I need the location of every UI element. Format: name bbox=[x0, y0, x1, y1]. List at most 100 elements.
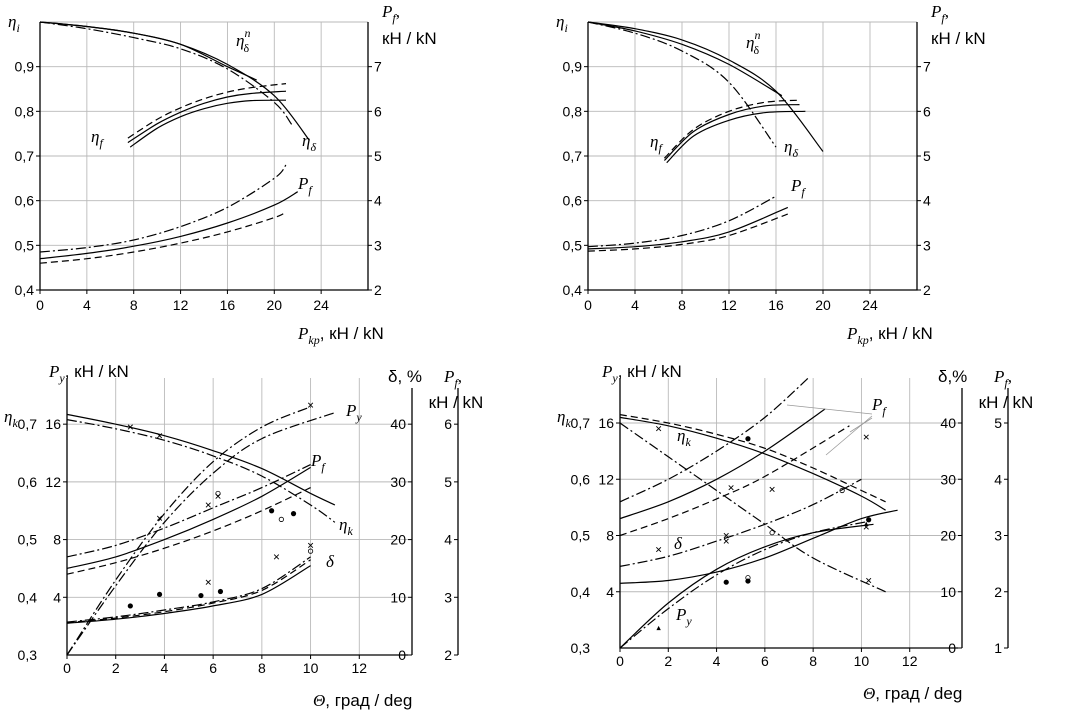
y-left-tick-label: 0,7 bbox=[15, 148, 35, 164]
data-marker-cross bbox=[156, 515, 163, 521]
eta-tick-label: 0,3 bbox=[571, 640, 591, 656]
gridlines bbox=[67, 378, 408, 655]
delta-tick-label: 20 bbox=[940, 528, 956, 544]
pf-tick-label: 5 bbox=[994, 415, 1002, 431]
series-annotation-1: ηδ bbox=[784, 137, 798, 160]
x-tick-label: 4 bbox=[713, 653, 721, 669]
data-marker-dot bbox=[156, 591, 163, 598]
pf-leader-lines bbox=[786, 404, 873, 456]
data-marker-cross bbox=[769, 486, 775, 492]
data-marker-cross bbox=[127, 424, 133, 430]
x-tick-label: 8 bbox=[678, 297, 686, 313]
delta-tick-label: 0 bbox=[948, 640, 956, 656]
eta-tick-label: 0,4 bbox=[571, 584, 591, 600]
data-marker-cross bbox=[205, 579, 211, 585]
x-tick-label: 10 bbox=[854, 653, 870, 669]
y-left-tick-label: 0,6 bbox=[15, 193, 35, 209]
x-axis-label: Pkp, кН / kN bbox=[297, 324, 384, 347]
series-line-4 bbox=[619, 425, 850, 537]
y-left-tick-label: 0,4 bbox=[563, 282, 583, 298]
delta-tick-label: 30 bbox=[940, 471, 956, 487]
series-annotation-1: ηk bbox=[677, 426, 691, 449]
series-line-1 bbox=[66, 419, 336, 523]
y-right-tick-label: 5 bbox=[923, 148, 931, 164]
py-tick-label: 8 bbox=[606, 528, 614, 544]
series-line-9 bbox=[619, 422, 886, 593]
delta-tick-label: 10 bbox=[390, 589, 406, 605]
y-right-label-unit: кН / kN bbox=[382, 29, 437, 48]
y-right-label-var: Pf, bbox=[930, 2, 949, 25]
series-line-4 bbox=[663, 104, 800, 161]
data-marker-triangle bbox=[656, 625, 661, 631]
eta-tick-label: 0,3 bbox=[18, 647, 38, 663]
series-annotation-1: Pf bbox=[310, 451, 326, 474]
data-marker-cross bbox=[656, 546, 662, 553]
data-marker-circle bbox=[745, 575, 751, 581]
data-marker-cross bbox=[656, 426, 662, 432]
x-axis-label: Θ, град / deg bbox=[313, 691, 412, 710]
eta-tick-label: 0,6 bbox=[571, 471, 591, 487]
data-marker-cross bbox=[307, 402, 314, 408]
y-left-tick-label: 0,8 bbox=[15, 103, 35, 119]
data-marker-dot bbox=[198, 592, 204, 599]
eta-tick-label: 0,7 bbox=[571, 415, 591, 431]
series-line-1 bbox=[39, 21, 293, 126]
data-marker-dot bbox=[290, 511, 297, 517]
data-marker-cross bbox=[728, 485, 734, 491]
series-annotation-0: ηn δ bbox=[236, 26, 250, 55]
eta-axis-label: ηk bbox=[557, 407, 571, 430]
pf-tick-label: 4 bbox=[444, 532, 452, 548]
py-tick-label: 4 bbox=[53, 589, 61, 605]
delta-tick-label: 0 bbox=[398, 647, 406, 663]
x-tick-label: 12 bbox=[173, 297, 189, 313]
py-tick-label: 16 bbox=[45, 416, 61, 432]
series-annotation-3: Pf bbox=[790, 176, 806, 199]
series-line-8 bbox=[66, 406, 311, 656]
eta-tick-label: 0,4 bbox=[18, 589, 38, 605]
pf-axis-label-var: Pf, bbox=[993, 367, 1012, 390]
y-left-tick-label: 0,9 bbox=[15, 59, 35, 75]
x-tick-label: 4 bbox=[631, 297, 639, 313]
gridlines bbox=[40, 21, 368, 290]
pf-axis-label-unit: кН / kN bbox=[429, 393, 484, 412]
y-right-tick-label: 4 bbox=[374, 193, 382, 209]
series-line-6 bbox=[39, 164, 287, 253]
series-annotation-0: ηn δ bbox=[746, 28, 760, 57]
series-annotation-3: δ bbox=[326, 552, 335, 571]
x-tick-label: 10 bbox=[303, 660, 319, 676]
series-line-7 bbox=[587, 206, 789, 250]
series-annotation-3: Py bbox=[675, 605, 692, 628]
delta-tick-label: 30 bbox=[390, 474, 406, 490]
series-line-2 bbox=[619, 408, 826, 520]
series-line-7 bbox=[619, 520, 869, 649]
data-marker-circle bbox=[215, 490, 221, 497]
series-line-1 bbox=[619, 414, 886, 503]
x-tick-label: 0 bbox=[36, 297, 44, 313]
data-marker-circle bbox=[307, 548, 314, 554]
pf-tick-label: 4 bbox=[994, 471, 1002, 487]
data-marker-cross bbox=[307, 542, 314, 548]
x-tick-label: 24 bbox=[313, 297, 329, 313]
gridlines bbox=[588, 21, 917, 290]
series-line-5 bbox=[666, 110, 806, 164]
chart-top-left: 0 4 8 12 16 20 24 0,4 0,5 0,6 0,7 0,8 0,9 2 3 4 5 6 7 ηi Pf,… bbox=[8, 2, 437, 347]
x-tick-label: 12 bbox=[351, 660, 367, 676]
series-line-4 bbox=[127, 90, 287, 144]
series-line-7 bbox=[66, 559, 311, 624]
series-line-3 bbox=[619, 377, 809, 503]
y-right-tick-label: 7 bbox=[923, 59, 931, 75]
x-tick-label: 24 bbox=[862, 297, 878, 313]
py-tick-label: 12 bbox=[45, 474, 61, 490]
series-line-5 bbox=[129, 99, 287, 148]
x-tick-label: 8 bbox=[258, 660, 266, 676]
pf-tick-label: 3 bbox=[444, 589, 452, 605]
series-line-2 bbox=[66, 466, 311, 569]
py-axis-label: Py, кН / kN bbox=[48, 362, 129, 385]
x-tick-label: 2 bbox=[664, 653, 672, 669]
py-axis-label: Py, кН / kN bbox=[601, 362, 682, 385]
series-line-5 bbox=[619, 509, 898, 584]
delta-tick-label: 40 bbox=[940, 415, 956, 431]
x-tick-label: 8 bbox=[130, 297, 138, 313]
eta-axis-label: ηk bbox=[4, 407, 18, 430]
